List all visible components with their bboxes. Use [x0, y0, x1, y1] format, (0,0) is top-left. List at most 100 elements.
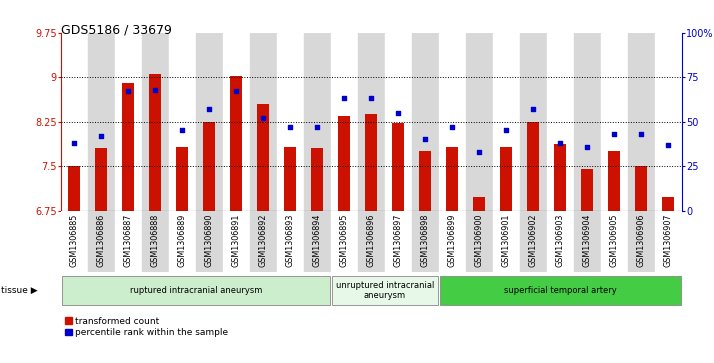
Point — [203, 106, 215, 112]
Bar — [547, 33, 574, 211]
Bar — [223, 211, 250, 272]
Bar — [338, 116, 351, 211]
Bar — [493, 33, 520, 211]
Point — [420, 136, 431, 142]
Text: ruptured intracranial aneurysm: ruptured intracranial aneurysm — [129, 286, 262, 295]
Bar — [466, 33, 493, 211]
Bar — [501, 147, 513, 211]
Bar — [628, 33, 655, 211]
Text: GSM1306892: GSM1306892 — [258, 213, 268, 267]
Point — [473, 149, 485, 155]
Bar — [655, 211, 682, 272]
Bar — [250, 211, 277, 272]
Text: GSM1306898: GSM1306898 — [421, 213, 430, 267]
Bar — [574, 211, 601, 272]
Text: unruptured intracranial
aneurysm: unruptured intracranial aneurysm — [336, 281, 434, 300]
Bar — [385, 33, 412, 211]
Bar — [358, 33, 385, 211]
Bar — [61, 211, 88, 272]
Point — [635, 131, 647, 137]
Bar — [365, 114, 378, 211]
Point — [582, 144, 593, 150]
Bar — [203, 122, 216, 211]
Bar — [554, 143, 566, 211]
Point — [285, 124, 296, 130]
Text: tissue ▶: tissue ▶ — [1, 286, 38, 295]
Text: GSM1306894: GSM1306894 — [313, 213, 322, 267]
Text: GSM1306889: GSM1306889 — [178, 213, 187, 267]
Bar — [527, 122, 539, 211]
Text: GSM1306905: GSM1306905 — [610, 213, 619, 267]
Bar — [169, 33, 196, 211]
Point — [528, 106, 539, 112]
Bar — [412, 211, 439, 272]
Text: GSM1306887: GSM1306887 — [124, 213, 133, 267]
Text: superficial temporal artery: superficial temporal artery — [504, 286, 617, 295]
Bar — [358, 211, 385, 272]
Bar — [581, 169, 593, 211]
Point — [176, 128, 188, 134]
Bar — [68, 166, 80, 211]
Bar — [601, 33, 628, 211]
Bar — [663, 197, 675, 211]
Bar — [169, 211, 196, 272]
Bar — [303, 33, 331, 211]
Bar — [419, 151, 431, 211]
Bar — [392, 123, 404, 211]
Bar — [311, 148, 323, 211]
Point — [393, 110, 404, 115]
Bar — [628, 211, 655, 272]
Bar — [520, 211, 547, 272]
Text: GSM1306890: GSM1306890 — [205, 213, 213, 267]
Point — [123, 89, 134, 94]
FancyBboxPatch shape — [62, 276, 330, 305]
Point — [149, 87, 161, 93]
Bar — [439, 33, 466, 211]
Bar — [196, 33, 223, 211]
Bar — [574, 33, 601, 211]
Bar — [412, 33, 439, 211]
Bar — [250, 33, 277, 211]
Bar — [493, 211, 520, 272]
Bar — [115, 33, 141, 211]
Text: GSM1306899: GSM1306899 — [448, 213, 457, 267]
Text: GSM1306904: GSM1306904 — [583, 213, 592, 267]
Bar — [223, 33, 250, 211]
Point — [311, 124, 323, 130]
Bar — [277, 33, 303, 211]
Bar — [230, 76, 242, 211]
Bar — [331, 33, 358, 211]
Point — [663, 142, 674, 148]
Point — [446, 124, 458, 130]
Bar — [385, 211, 412, 272]
Bar — [547, 211, 574, 272]
Bar — [88, 33, 115, 211]
Point — [258, 115, 269, 121]
Text: GSM1306897: GSM1306897 — [394, 213, 403, 267]
Text: GSM1306895: GSM1306895 — [340, 213, 348, 267]
Bar — [176, 147, 188, 211]
Text: GSM1306907: GSM1306907 — [664, 213, 673, 267]
Bar — [61, 33, 88, 211]
Bar — [473, 197, 486, 211]
Bar — [257, 104, 269, 211]
Text: GSM1306888: GSM1306888 — [151, 213, 160, 267]
FancyBboxPatch shape — [332, 276, 438, 305]
Text: GDS5186 / 33679: GDS5186 / 33679 — [61, 24, 171, 37]
Text: GSM1306906: GSM1306906 — [637, 213, 646, 267]
Text: GSM1306902: GSM1306902 — [529, 213, 538, 267]
Point — [69, 140, 80, 146]
Bar — [331, 211, 358, 272]
Bar — [95, 148, 107, 211]
Bar — [601, 211, 628, 272]
Bar — [303, 211, 331, 272]
Point — [501, 128, 512, 134]
FancyBboxPatch shape — [440, 276, 680, 305]
Text: GSM1306885: GSM1306885 — [70, 213, 79, 267]
Bar — [196, 211, 223, 272]
Bar — [520, 33, 547, 211]
Bar — [655, 33, 682, 211]
Bar — [635, 166, 648, 211]
Text: GSM1306900: GSM1306900 — [475, 213, 484, 267]
Text: GSM1306896: GSM1306896 — [367, 213, 376, 267]
